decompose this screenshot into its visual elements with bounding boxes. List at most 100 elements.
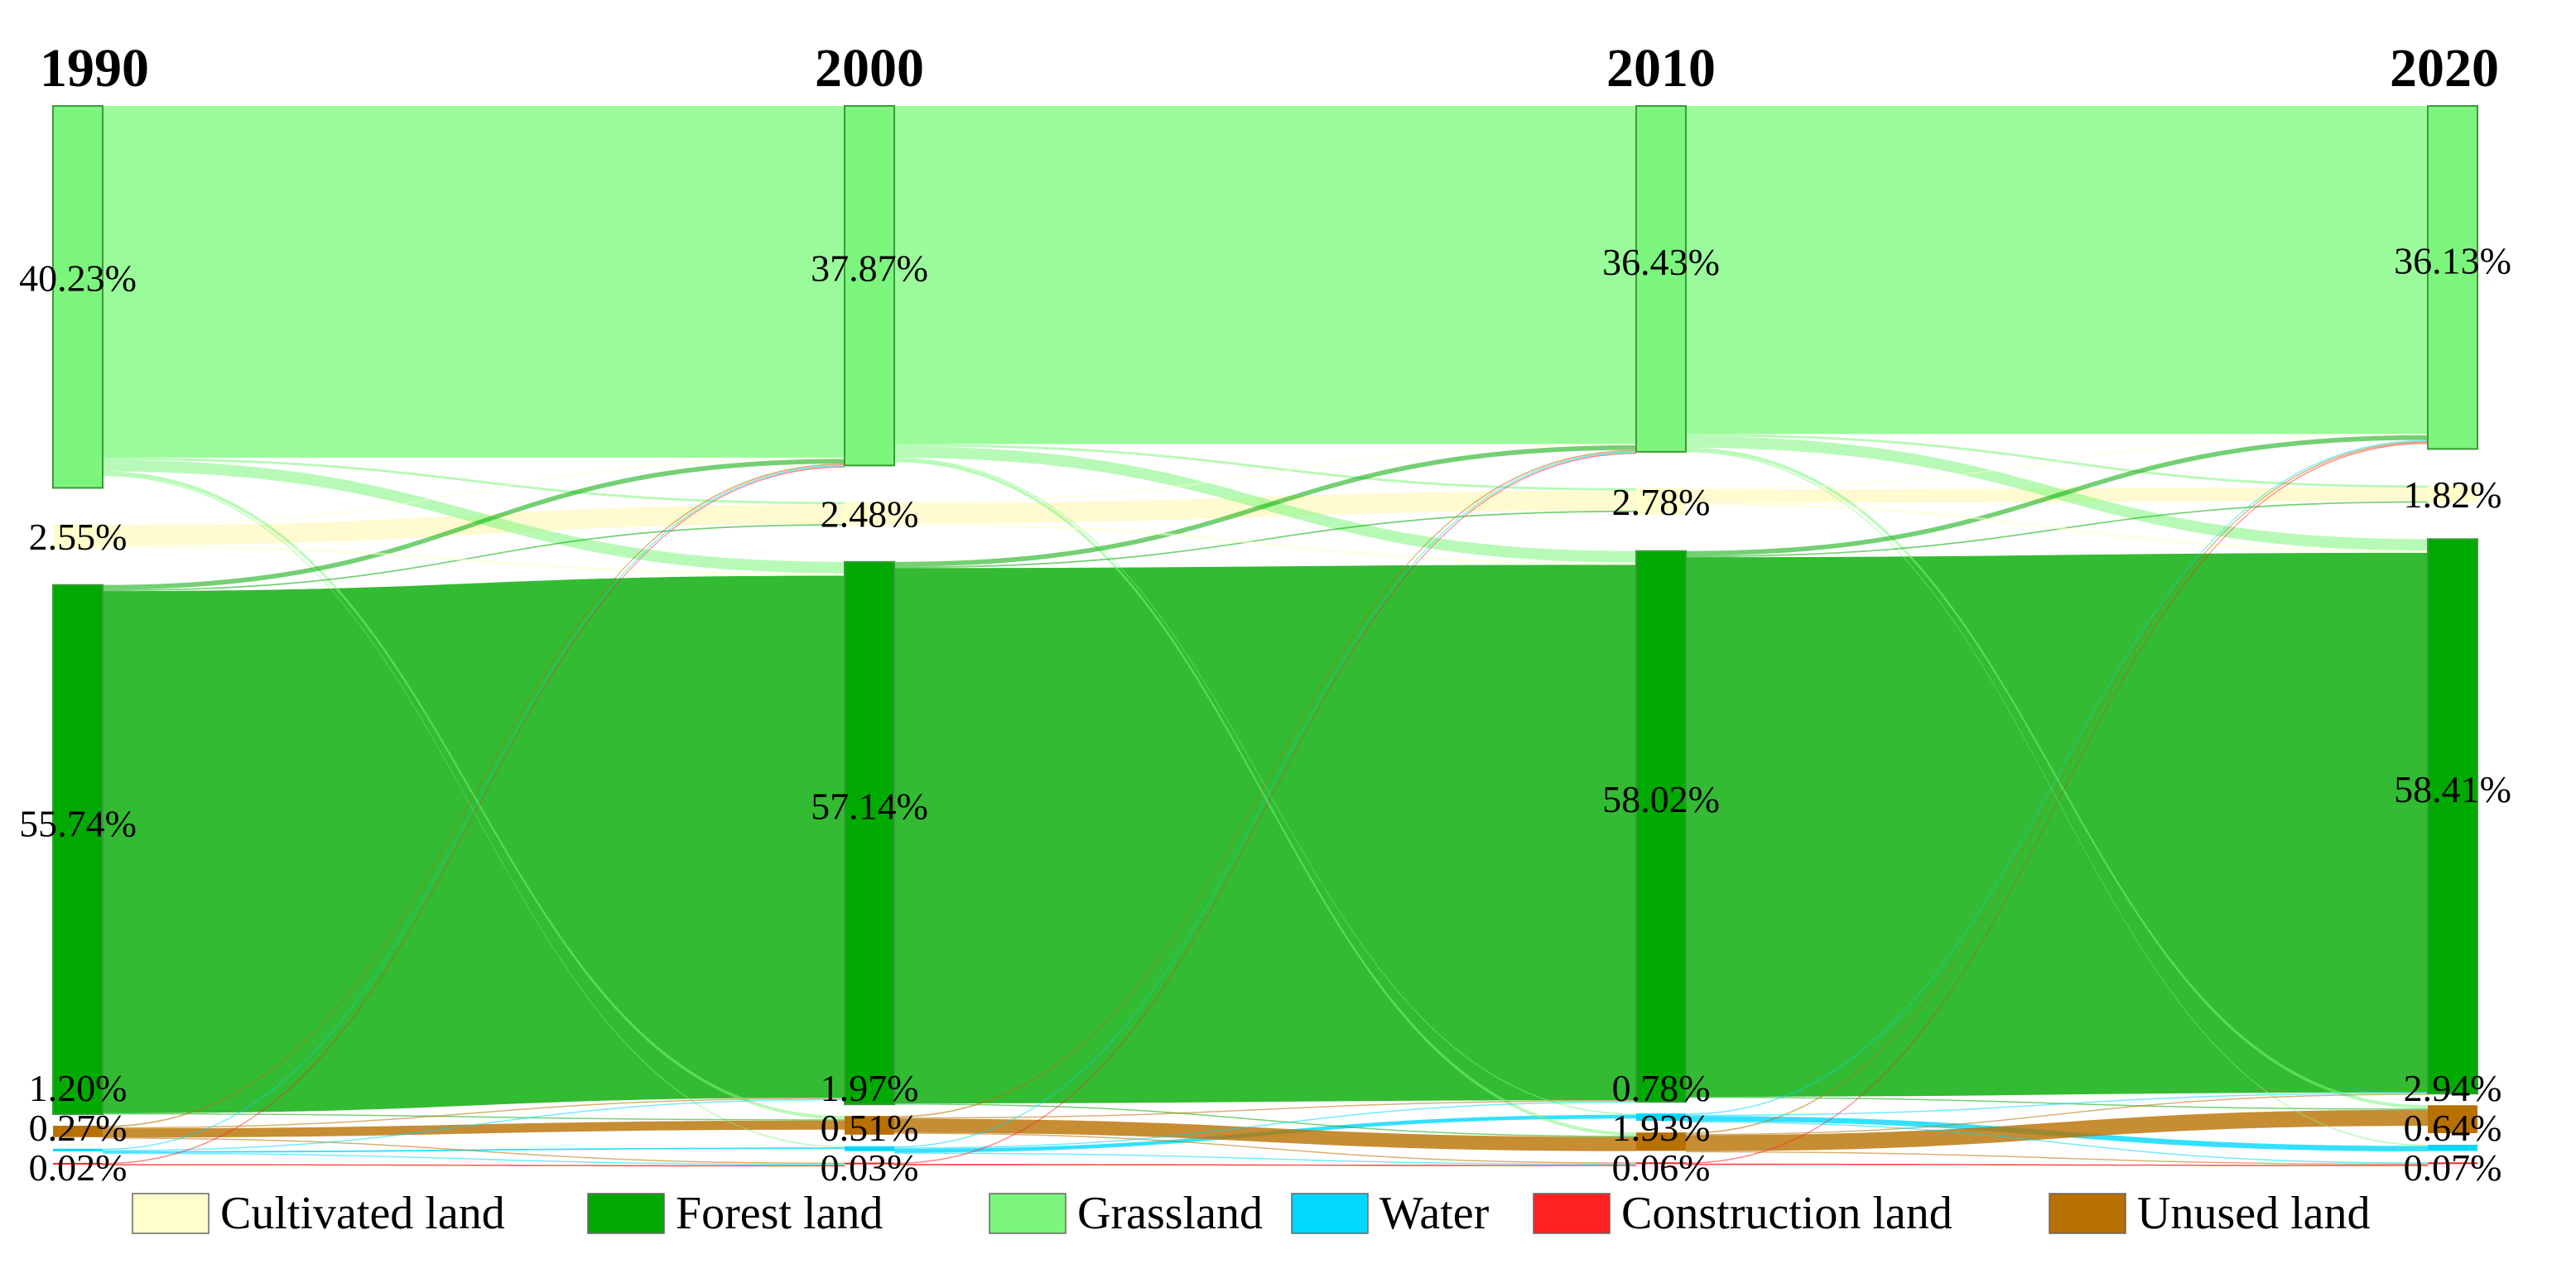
flow-2010-cultivated-land-to-2020-grassland bbox=[1686, 434, 2428, 490]
node-2020-forest-land bbox=[2427, 538, 2478, 1095]
flow-1990-cultivated-land-to-2000-forest-land bbox=[103, 545, 845, 576]
flow-2000-water-to-2010-forest-land bbox=[894, 1101, 1636, 1149]
year-label-2010: 2010 bbox=[1606, 38, 1716, 99]
flow-2010-grassland-to-2020-cultivated-land bbox=[1686, 434, 2428, 488]
legend-swatch-construction-land bbox=[1533, 1193, 1611, 1234]
pct-label-2010-water: 0.78% bbox=[1612, 1067, 1711, 1109]
node-2000-forest-land bbox=[844, 560, 895, 1106]
flow-1990-unused-land-to-2000-grassland bbox=[103, 464, 845, 1127]
node-2000-construction-land bbox=[845, 1162, 894, 1165]
legend-label-construction-land: Construction land bbox=[1621, 1188, 1952, 1239]
pct-label-1990-construction-land: 0.02% bbox=[29, 1146, 128, 1189]
pct-label-2000-grassland: 37.87% bbox=[811, 247, 928, 289]
node-2010-unused-land bbox=[1636, 1132, 1686, 1151]
year-label-2000: 2000 bbox=[815, 38, 924, 99]
flow-2010-unused-land-to-2020-grassland bbox=[1686, 441, 2428, 1134]
flow-1990-water-to-2000-forest-land bbox=[103, 1098, 845, 1151]
pct-label-2000-cultivated-land: 2.48% bbox=[821, 493, 919, 536]
flow-1990-grassland-to-2000-water bbox=[103, 474, 845, 1148]
node-2020-water bbox=[2428, 1144, 2477, 1151]
flow-2000-unused-land-to-2010-construction-land bbox=[894, 1132, 1636, 1164]
flow-2010-forest-land-to-2020-cultivated-land bbox=[1686, 501, 2428, 558]
node-2000-cultivated-land bbox=[845, 502, 894, 526]
node-2000-unused-land bbox=[845, 1116, 894, 1135]
pct-label-2020-grassland: 36.13% bbox=[2394, 239, 2511, 281]
pct-label-2010-construction-land: 0.06% bbox=[1612, 1146, 1711, 1189]
node-2020-unused-land bbox=[2428, 1105, 2477, 1133]
flow-2000-water-to-2010-construction-land bbox=[894, 1152, 1636, 1165]
node-2020-grassland bbox=[2427, 105, 2478, 450]
year-label-2020: 2020 bbox=[2390, 38, 2499, 99]
node-1990-cultivated-land bbox=[53, 524, 103, 549]
flow-2000-grassland-to-2010-unused-land bbox=[894, 459, 1636, 1136]
legend-swatch-grassland bbox=[989, 1193, 1067, 1234]
flow-1990-cultivated-land-to-2000-grassland bbox=[103, 457, 845, 526]
label-layer: 1990 40.23% 2.55% 55.74% 1.20%0.27%0.02% 2000… bbox=[19, 38, 2511, 1189]
node-2010-forest-land bbox=[1635, 550, 1687, 1103]
pct-label-2010-cultivated-land: 2.78% bbox=[1612, 481, 1711, 523]
flow-2010-grassland-to-2020-grassland bbox=[1686, 106, 2428, 435]
flow-2000-grassland-to-2010-grassland bbox=[894, 106, 1636, 444]
flow-2010-cultivated-land-to-2020-forest-land bbox=[1686, 502, 2428, 553]
node-layer bbox=[52, 105, 2478, 1165]
flow-1990-construction-land-to-2000-grassland bbox=[103, 466, 845, 1165]
legend-swatch-unused-land bbox=[2049, 1193, 2126, 1234]
flow-1990-forest-land-to-2000-forest-land bbox=[103, 575, 845, 1113]
pct-label-2020-construction-land: 0.07% bbox=[2404, 1146, 2502, 1189]
flow-2010-water-to-2020-construction-land bbox=[1686, 1121, 2428, 1164]
flow-1990-grassland-to-2000-forest-land bbox=[103, 459, 845, 574]
node-2020-construction-land bbox=[2428, 1162, 2477, 1165]
flow-1990-unused-land-to-2000-forest-land bbox=[103, 1098, 845, 1129]
node-2010-cultivated-land bbox=[1636, 488, 1686, 515]
flow-2010-grassland-to-2020-water bbox=[1686, 450, 2428, 1146]
flow-2010-forest-land-to-2020-forest-land bbox=[1686, 552, 2428, 1098]
pct-label-1990-grassland: 40.23% bbox=[19, 257, 137, 300]
node-2010-grassland bbox=[1635, 105, 1687, 453]
flow-2010-water-to-2020-grassland bbox=[1686, 440, 2428, 1115]
flow-1990-construction-land-to-2000-construction-land bbox=[103, 1164, 845, 1167]
flow-2010-grassland-to-2020-unused-land bbox=[1686, 447, 2428, 1109]
flow-2010-unused-land-to-2020-unused-land bbox=[1686, 1109, 2428, 1151]
flow-layer bbox=[103, 106, 2428, 1167]
flow-1990-forest-land-to-2000-grassland bbox=[103, 459, 845, 590]
legend-swatch-forest-land bbox=[587, 1193, 665, 1234]
flow-2000-unused-land-to-2010-unused-land bbox=[894, 1118, 1636, 1151]
legend-label-unused-land: Unused land bbox=[2137, 1188, 2371, 1239]
flow-2000-water-to-2010-grassland bbox=[894, 451, 1636, 1148]
flow-1990-grassland-to-2000-grassland bbox=[103, 106, 845, 458]
flow-2000-cultivated-land-to-2010-grassland bbox=[894, 444, 1636, 503]
pct-label-2000-unused-land: 1.97% bbox=[821, 1067, 919, 1109]
flow-2000-construction-land-to-2010-construction-land bbox=[894, 1164, 1636, 1166]
flow-1990-forest-land-to-2000-unused-land bbox=[103, 1112, 845, 1121]
flow-2010-unused-land-to-2020-construction-land bbox=[1686, 1151, 2428, 1165]
node-2000-water bbox=[845, 1146, 894, 1151]
pct-label-2000-forest-land: 57.14% bbox=[811, 786, 928, 828]
flow-2000-grassland-to-2010-cultivated-land bbox=[894, 444, 1636, 491]
legend-label-water: Water bbox=[1379, 1188, 1490, 1239]
flow-2000-forest-land-to-2010-cultivated-land bbox=[894, 510, 1636, 569]
node-2010-water bbox=[1636, 1113, 1686, 1122]
flow-2000-unused-land-to-2010-forest-land bbox=[894, 1100, 1636, 1119]
flow-1990-water-to-2000-grassland bbox=[103, 464, 845, 1151]
flow-1990-forest-land-to-2000-cultivated-land bbox=[103, 524, 845, 592]
pct-label-2000-construction-land: 0.03% bbox=[821, 1146, 919, 1189]
node-1990-construction-land bbox=[53, 1162, 103, 1165]
flow-2000-forest-land-to-2010-forest-land bbox=[894, 565, 1636, 1104]
flow-2010-construction-land-to-2020-grassland bbox=[1686, 442, 2428, 1164]
legend: Cultivated land Forest land Grassland Water… bbox=[132, 1188, 2371, 1239]
flow-2000-cultivated-land-to-2010-forest-land bbox=[894, 523, 1636, 565]
flow-1990-water-to-2000-construction-land bbox=[103, 1152, 845, 1165]
pct-label-2010-grassland: 36.43% bbox=[1602, 241, 1720, 283]
flow-2000-unused-land-to-2010-grassland bbox=[894, 449, 1636, 1117]
year-label-1990: 1990 bbox=[40, 38, 149, 99]
flow-2010-water-to-2020-forest-land bbox=[1686, 1092, 2428, 1117]
node-1990-water bbox=[53, 1148, 103, 1151]
flow-1990-unused-land-to-2000-unused-land bbox=[103, 1120, 845, 1138]
pct-label-2020-unused-land: 2.94% bbox=[2404, 1067, 2502, 1109]
flow-2010-forest-land-to-2020-unused-land bbox=[1686, 1097, 2428, 1110]
pct-label-2010-unused-land: 1.93% bbox=[1612, 1107, 1711, 1149]
pct-label-2010-forest-land: 58.02% bbox=[1602, 778, 1720, 820]
pct-label-2020-water: 0.64% bbox=[2404, 1107, 2502, 1149]
node-2000-grassland bbox=[844, 105, 895, 467]
